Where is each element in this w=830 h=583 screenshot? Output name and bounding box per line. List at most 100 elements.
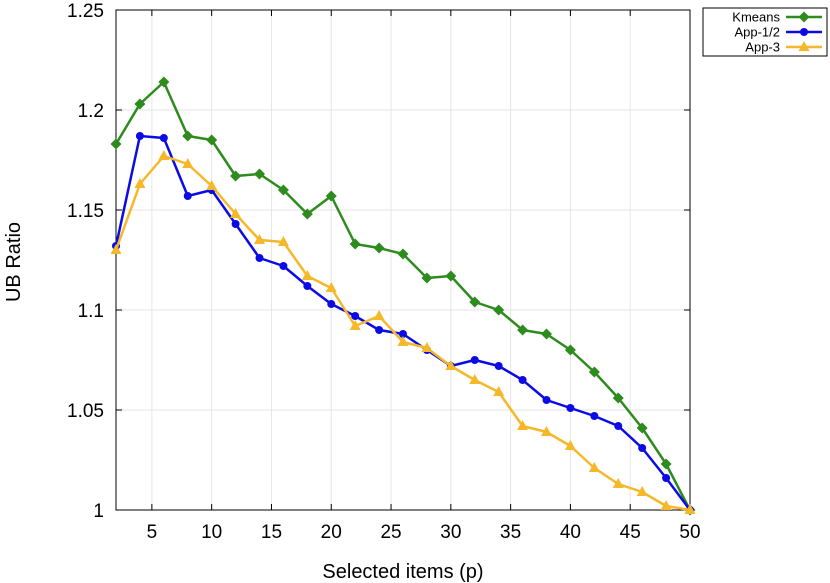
x-tick-label: 20 <box>321 522 342 543</box>
data-point-app-1-2 <box>159 134 168 142</box>
data-point-app-3 <box>660 500 672 510</box>
data-point-app-1-2 <box>494 362 503 370</box>
data-point-app-1-2 <box>542 396 551 404</box>
axes: 5 10 15 20 25 30 35 40 45 50 1 1.05 1.1 1.15 1.2 1.25 <box>67 1 701 543</box>
data-point-kmeans <box>134 98 146 110</box>
series-group <box>110 76 696 516</box>
data-point-app-1-2 <box>638 444 647 452</box>
data-point-app-3 <box>445 360 457 370</box>
data-point-kmeans <box>110 138 122 150</box>
legend-label: App-3 <box>745 40 780 55</box>
series-app-3 <box>110 150 696 514</box>
x-tick-label: 30 <box>440 522 461 543</box>
data-point-kmeans <box>445 270 457 282</box>
data-point-app-1-2 <box>135 132 144 140</box>
data-point-app-3 <box>254 234 265 244</box>
y-tick-label: 1.25 <box>67 1 104 22</box>
legend-swatch-marker <box>800 28 808 36</box>
data-point-app-3 <box>564 440 576 450</box>
data-point-app-3 <box>588 462 600 472</box>
data-point-app-1-2 <box>351 312 360 320</box>
data-point-app-1-2 <box>279 262 288 270</box>
data-point-kmeans <box>301 208 313 220</box>
data-point-kmeans <box>277 184 289 196</box>
series-kmeans <box>110 76 696 516</box>
x-tick-label: 40 <box>560 522 581 543</box>
data-point-kmeans <box>373 242 385 254</box>
data-point-kmeans <box>636 422 648 434</box>
data-point-app-1-2 <box>566 404 575 412</box>
data-point-kmeans <box>325 190 337 202</box>
data-point-kmeans <box>349 238 361 250</box>
data-point-app-3 <box>636 486 648 496</box>
data-point-kmeans <box>182 130 194 142</box>
data-point-app-1-2 <box>518 376 527 384</box>
series-line-app-1-2 <box>114 134 692 511</box>
data-point-app-3 <box>134 178 146 188</box>
data-point-kmeans <box>397 248 409 260</box>
x-tick-label: 50 <box>679 522 700 543</box>
data-point-app-3 <box>230 208 242 218</box>
data-point-app-3 <box>517 420 529 430</box>
data-point-app-1-2 <box>614 422 623 430</box>
y-tick-label: 1.05 <box>67 401 104 422</box>
y-tick-label: 1.15 <box>67 201 104 222</box>
data-point-app-3 <box>612 478 624 488</box>
y-tick-label: 1.1 <box>78 301 104 322</box>
data-point-app-3 <box>301 270 313 280</box>
data-point-kmeans <box>421 272 433 284</box>
x-tick-label: 15 <box>261 522 282 543</box>
data-point-app-3 <box>325 282 337 292</box>
legend-label: App-1/2 <box>734 25 780 40</box>
legend-item-app-3: App-3 <box>745 40 822 55</box>
plot-frame <box>115 9 691 511</box>
data-point-app-3 <box>493 386 505 396</box>
series-line-kmeans <box>114 80 692 511</box>
data-point-app-1-2 <box>255 254 264 262</box>
data-point-app-1-2 <box>399 330 407 338</box>
data-point-app-1-2 <box>231 220 240 228</box>
y-tick-label: 1.2 <box>78 101 104 122</box>
data-point-app-3 <box>277 236 289 246</box>
data-point-app-1-2 <box>590 412 599 420</box>
data-point-app-1-2 <box>470 356 479 364</box>
x-tick-label: 10 <box>201 522 222 543</box>
legend-label: Kmeans <box>732 10 780 25</box>
legend-swatch-marker <box>798 41 810 51</box>
data-point-kmeans <box>230 170 242 182</box>
legend-item-kmeans: Kmeans <box>732 10 822 25</box>
data-point-app-1-2 <box>303 282 312 290</box>
grid <box>116 9 691 511</box>
legend-item-app-1-2: App-1/2 <box>734 25 822 40</box>
data-point-kmeans <box>206 134 218 146</box>
data-point-app-3 <box>397 336 409 346</box>
data-point-kmeans <box>660 458 672 470</box>
data-point-app-3 <box>158 150 170 160</box>
data-point-kmeans <box>588 366 600 378</box>
x-tick-label: 45 <box>620 522 641 543</box>
data-point-app-3 <box>206 180 218 190</box>
data-point-kmeans <box>612 392 624 404</box>
series-app-1-2 <box>112 132 694 514</box>
data-point-kmeans <box>469 296 481 308</box>
data-point-kmeans <box>564 344 576 356</box>
data-point-app-1-2 <box>327 300 336 308</box>
data-point-app-1-2 <box>662 474 671 482</box>
data-point-app-3 <box>182 158 194 168</box>
data-point-app-3 <box>541 426 552 436</box>
data-point-kmeans <box>254 168 265 180</box>
y-axis-title: UB Ratio <box>3 222 25 302</box>
data-point-kmeans <box>517 324 529 336</box>
data-point-kmeans <box>541 328 552 340</box>
data-point-app-1-2 <box>183 192 192 200</box>
x-tick-label: 5 <box>147 522 158 543</box>
data-point-app-1-2 <box>375 326 384 334</box>
x-tick-label: 35 <box>500 522 521 543</box>
data-point-app-3 <box>373 310 385 320</box>
y-tick-label: 1 <box>93 501 104 522</box>
data-point-kmeans <box>493 304 505 316</box>
data-point-app-3 <box>684 504 696 514</box>
data-point-app-3 <box>349 320 361 330</box>
